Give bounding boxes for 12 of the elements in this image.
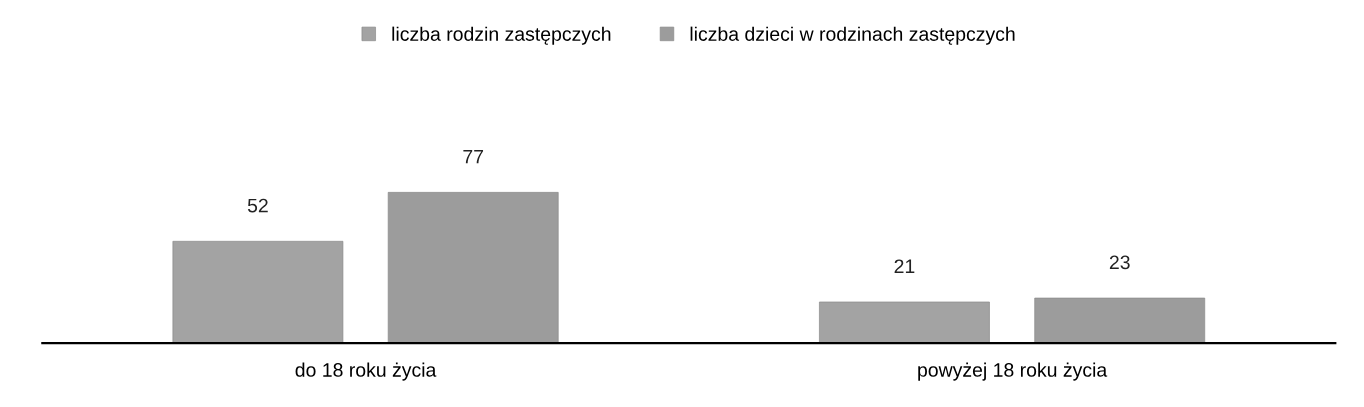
legend-label: liczba rodzin zastępczych <box>392 26 611 45</box>
data-label: 21 <box>894 259 915 273</box>
data-label: 52 <box>247 198 268 213</box>
bar <box>1034 297 1206 344</box>
bar <box>819 301 990 344</box>
x-tick-label: do 18 roku życia <box>295 362 437 381</box>
bar <box>387 192 559 344</box>
legend-label: liczba dzieci w rodzinach zastępczych <box>690 26 1015 45</box>
x-tick-label: powyżej 18 roku życia <box>918 362 1108 381</box>
data-label: 23 <box>1109 255 1130 270</box>
data-label: 77 <box>463 149 484 164</box>
bar <box>172 240 344 344</box>
